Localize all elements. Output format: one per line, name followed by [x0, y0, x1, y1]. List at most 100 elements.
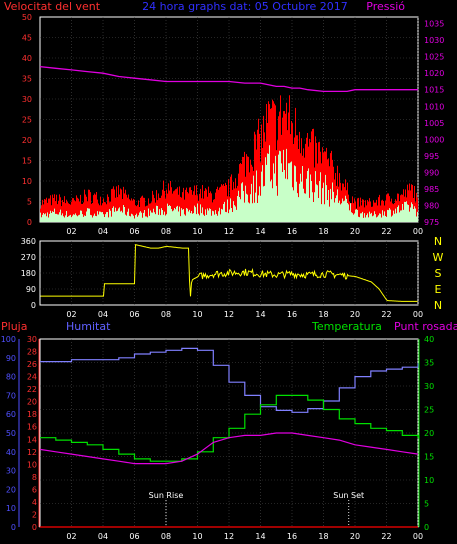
- x-tick-label-0: 16: [287, 227, 297, 236]
- temperature-y-tick-label: 5: [424, 500, 429, 509]
- wind-y-tick-label: 0: [27, 218, 32, 227]
- rain-y-tick-label: 28: [27, 348, 37, 357]
- x-tick-label-0: 12: [224, 227, 234, 236]
- temperature-y-tick-label: 30: [424, 382, 434, 391]
- humidity-y-tick-label: 20: [6, 485, 16, 494]
- x-tick-label-1: 16: [287, 310, 297, 319]
- wind-y-tick-label: 45: [22, 34, 32, 43]
- direction-compass-label: N: [434, 299, 442, 312]
- x-tick-label-1: 06: [129, 310, 139, 319]
- humidity-y-tick-label: 30: [6, 467, 16, 476]
- rain-y-tick-label: 10: [27, 460, 37, 469]
- x-tick-label-0: 02: [66, 227, 76, 236]
- wind-y-tick-label: 40: [22, 54, 32, 63]
- direction-compass-label: S: [435, 267, 442, 280]
- rain-y-tick-label: 2: [32, 510, 37, 519]
- temperature-y-tick-label: 20: [424, 429, 434, 438]
- rain-y-tick-label: 22: [27, 385, 37, 394]
- rain-y-tick-label: 30: [27, 335, 37, 344]
- x-tick-label-2: 04: [98, 532, 108, 541]
- x-tick-label-1: 02: [66, 310, 76, 319]
- x-tick-label-1: 18: [318, 310, 328, 319]
- rain-y-tick-label: 4: [32, 498, 37, 507]
- sun-set-label: Sun Set: [333, 491, 364, 500]
- wind-y-tick-label: 5: [27, 198, 32, 207]
- humidity-y-tick-label: 40: [6, 448, 16, 457]
- wind-axis-title: Velocitat del vent: [4, 0, 101, 13]
- pressure-y-tick-label: 1005: [424, 119, 444, 128]
- x-tick-label-1: 10: [192, 310, 202, 319]
- x-tick-label-2: 22: [381, 532, 391, 541]
- x-tick-label-1: 00: [413, 310, 423, 319]
- rain-y-tick-label: 8: [32, 473, 37, 482]
- x-tick-label-0: 00: [413, 227, 423, 236]
- x-tick-label-2: 12: [224, 532, 234, 541]
- x-tick-label-2: 16: [287, 532, 297, 541]
- temperature-y-tick-label: 25: [424, 406, 434, 415]
- x-tick-label-0: 08: [161, 227, 171, 236]
- x-tick-label-2: 06: [129, 532, 139, 541]
- x-tick-label-2: 14: [255, 532, 265, 541]
- x-tick-label-2: 20: [350, 532, 360, 541]
- rain-y-tick-label: 24: [27, 373, 37, 382]
- wind-y-tick-label: 20: [22, 136, 32, 145]
- x-tick-label-1: 12: [224, 310, 234, 319]
- graph-date-title: 24 hora graphs dat: 05 Octubre 2017: [142, 0, 348, 13]
- wind-y-tick-label: 25: [22, 116, 32, 125]
- humidity-y-tick-label: 60: [6, 410, 16, 419]
- x-tick-label-2: 18: [318, 532, 328, 541]
- pressure-y-tick-label: 1000: [424, 135, 444, 144]
- x-tick-label-2: 00: [413, 532, 423, 541]
- humidity-y-tick-label: 90: [6, 354, 16, 363]
- temperature-y-tick-label: 10: [424, 476, 434, 485]
- wind-y-tick-label: 10: [22, 177, 32, 186]
- x-tick-label-0: 10: [192, 227, 202, 236]
- dewpoint-axis-title: Punt rosada: [394, 320, 457, 333]
- pressure-y-tick-label: 980: [424, 201, 439, 210]
- rain-y-tick-label: 12: [27, 448, 37, 457]
- x-tick-label-0: 04: [98, 227, 108, 236]
- temperature-axis-title: Temperatura: [311, 320, 382, 333]
- rain-y-tick-label: 20: [27, 398, 37, 407]
- rain-y-tick-label: 16: [27, 423, 37, 432]
- x-tick-label-0: 20: [350, 227, 360, 236]
- x-tick-label-2: 02: [66, 532, 76, 541]
- temperature-y-tick-label: 40: [424, 335, 434, 344]
- pressure-y-tick-label: 1030: [424, 36, 444, 45]
- x-tick-label-1: 22: [381, 310, 391, 319]
- x-tick-label-2: 08: [161, 532, 171, 541]
- temperature-y-tick-label: 0: [424, 523, 429, 532]
- wind-y-tick-label: 15: [22, 157, 32, 166]
- x-tick-label-2: 10: [192, 532, 202, 541]
- pressure-axis-title: Pressió: [366, 0, 405, 13]
- x-tick-label-1: 14: [255, 310, 265, 319]
- humidity-y-tick-label: 50: [6, 429, 16, 438]
- rain-y-tick-label: 18: [27, 410, 37, 419]
- rain-axis-title: Pluja: [1, 320, 27, 333]
- pressure-y-tick-label: 995: [424, 152, 439, 161]
- pressure-y-tick-label: 1015: [424, 86, 444, 95]
- pressure-y-tick-label: 985: [424, 185, 439, 194]
- temperature-y-tick-label: 35: [424, 359, 434, 368]
- wind-y-tick-label: 35: [22, 75, 32, 84]
- humidity-y-tick-label: 80: [6, 373, 16, 382]
- humidity-series-line: [40, 347, 419, 413]
- rain-y-tick-label: 0: [32, 523, 37, 532]
- wind-y-tick-label: 50: [22, 13, 32, 22]
- sun-rise-label: Sun Rise: [149, 491, 184, 500]
- humidity-y-tick-label: 0: [11, 523, 16, 532]
- pressure-y-tick-label: 1010: [424, 102, 444, 111]
- pressure-y-tick-label: 1035: [424, 20, 444, 29]
- x-tick-label-1: 04: [98, 310, 108, 319]
- humidity-y-tick-label: 10: [6, 504, 16, 513]
- wind-y-tick-label: 30: [22, 95, 32, 104]
- x-tick-label-0: 22: [381, 227, 391, 236]
- rain-y-tick-label: 14: [27, 435, 37, 444]
- humidity-y-tick-label: 100: [1, 335, 16, 344]
- humidity-axis-title: Humitat: [66, 320, 111, 333]
- pressure-y-tick-label: 990: [424, 168, 439, 177]
- x-tick-label-0: 06: [129, 227, 139, 236]
- pressure-series-line: [39, 65, 418, 93]
- temperature-series-line: [40, 394, 419, 462]
